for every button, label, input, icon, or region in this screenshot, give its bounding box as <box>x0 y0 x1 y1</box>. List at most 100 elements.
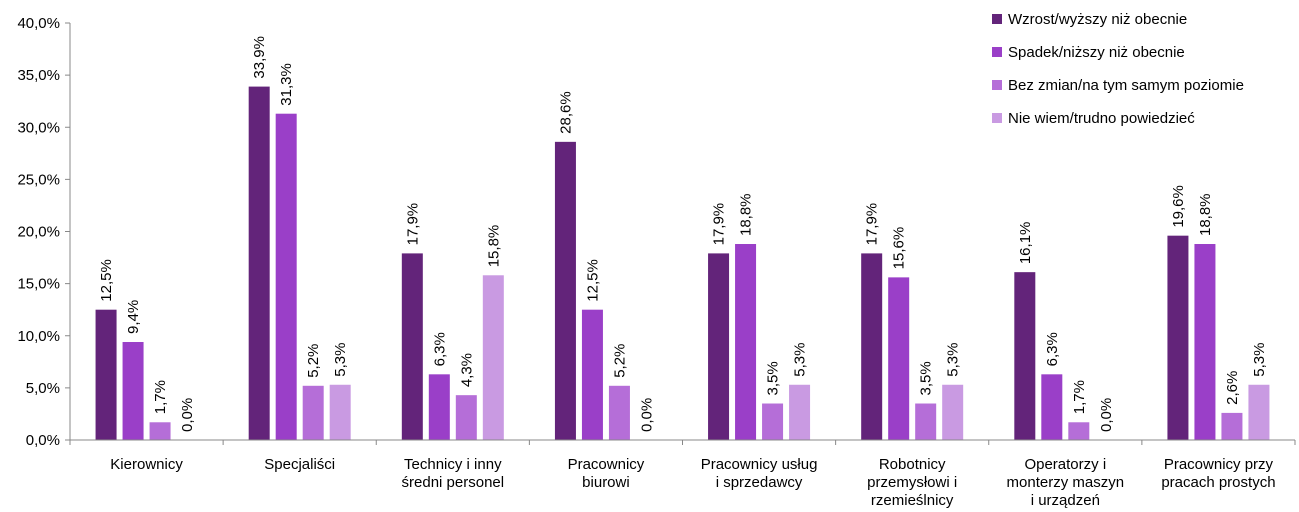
data-label: 5,2% <box>611 344 628 378</box>
legend-swatch <box>992 80 1002 90</box>
y-axis: 0,0% 5,0% 10,0% 15,0% 20,0% 25,0% 30,0% 35,0% 40… <box>17 15 71 449</box>
bar <box>789 384 811 440</box>
x-tick-label: i sprzedawcy <box>716 474 803 491</box>
data-label: 19,6% <box>1170 185 1187 228</box>
bar <box>1194 244 1216 440</box>
bar <box>1014 272 1036 440</box>
y-tick-label: 5,0% <box>26 380 60 397</box>
bar <box>581 309 603 440</box>
bar <box>482 275 504 440</box>
y-tick-label: 0,0% <box>26 432 60 449</box>
data-label: 5,3% <box>332 343 349 377</box>
data-label: 1,7% <box>1071 380 1088 414</box>
y-tick-label: 10,0% <box>17 328 60 345</box>
x-tick-label: Technicy i inny <box>404 456 502 473</box>
bar <box>1068 422 1090 440</box>
legend-label: Nie wiem/trudno powiedzieć <box>1008 110 1195 127</box>
data-label: 0,0% <box>1098 398 1115 432</box>
data-label: 12,5% <box>584 259 601 302</box>
bars <box>95 86 1270 440</box>
data-label: 6,3% <box>431 332 448 366</box>
bar <box>455 395 477 440</box>
data-label: 15,8% <box>485 225 502 268</box>
y-tick-label: 20,0% <box>17 224 60 241</box>
x-tick-label: Robotnicy <box>879 456 946 473</box>
x-tick-label: pracach prostych <box>1161 474 1275 491</box>
data-label: 3,5% <box>918 361 935 395</box>
bar <box>1041 374 1063 440</box>
bar <box>942 384 964 440</box>
y-tick-label: 25,0% <box>17 171 60 188</box>
data-label: 3,5% <box>765 361 782 395</box>
x-tick-label: Kierownicy <box>110 456 183 473</box>
data-label: 33,9% <box>251 36 268 79</box>
data-label: 18,8% <box>738 193 755 236</box>
x-tick-label: biurowi <box>582 474 630 491</box>
data-label: 4,3% <box>458 353 475 387</box>
bar <box>275 113 297 440</box>
data-label: 5,3% <box>792 343 809 377</box>
legend: Wzrost/wyższy niż obecnie Spadek/niższy n… <box>992 11 1244 127</box>
data-label: 5,3% <box>945 343 962 377</box>
bar <box>554 141 576 440</box>
bar <box>95 309 117 440</box>
data-label: 31,3% <box>278 63 295 106</box>
bar <box>401 253 423 440</box>
x-tick-label: rzemieślnicy <box>871 492 954 509</box>
data-label: 17,9% <box>864 203 881 246</box>
y-tick-label: 15,0% <box>17 276 60 293</box>
data-label: 28,6% <box>557 91 574 134</box>
data-label: 9,4% <box>125 300 142 334</box>
y-tick-label: 40,0% <box>17 15 60 32</box>
legend-swatch <box>992 14 1002 24</box>
data-labels: 12,5% 9,4% 1,7% 0,0% 33,9% 31,3% 5,2% 5,3% 17,9%… <box>98 36 1268 432</box>
data-label: 2,6% <box>1224 371 1241 405</box>
legend-swatch <box>992 113 1002 123</box>
bar <box>888 277 910 440</box>
x-axis: Kierownicy Specjaliści Technicy i innyśred… <box>69 439 1296 509</box>
x-tick-label: Operatorzy i <box>1024 456 1106 473</box>
x-tick-label: Pracownicy przy <box>1164 456 1274 473</box>
bar <box>329 384 351 440</box>
bar <box>1248 384 1270 440</box>
x-tick-label: Pracownicy <box>568 456 645 473</box>
data-label: 12,5% <box>98 259 115 302</box>
x-tick-label: i urządzeń <box>1031 492 1100 509</box>
bar <box>708 253 730 440</box>
legend-label: Bez zmian/na tym samym poziomie <box>1008 77 1244 94</box>
data-label: 15,6% <box>891 227 908 270</box>
data-label: 18,8% <box>1197 193 1214 236</box>
data-label: 0,0% <box>179 398 196 432</box>
legend-label: Spadek/niższy niż obecnie <box>1008 44 1185 61</box>
bar <box>1167 235 1189 440</box>
x-tick-label: przemysłowi i <box>867 474 957 491</box>
bar <box>735 244 757 440</box>
bar <box>428 374 450 440</box>
data-label: 17,9% <box>711 203 728 246</box>
data-label: 17,9% <box>404 203 421 246</box>
bar <box>122 342 144 440</box>
bar <box>762 403 784 440</box>
data-label: 16,1% <box>1017 222 1034 265</box>
data-label: 5,3% <box>1251 343 1268 377</box>
y-tick-label: 35,0% <box>17 67 60 84</box>
x-tick-label: Specjaliści <box>264 456 335 473</box>
legend-swatch <box>992 47 1002 57</box>
x-tick-label: średni personel <box>402 474 505 491</box>
legend-label: Wzrost/wyższy niż obecnie <box>1008 11 1187 28</box>
bar <box>149 422 171 440</box>
data-label: 6,3% <box>1044 332 1061 366</box>
x-tick-label: Pracownicy usług <box>701 456 818 473</box>
bar <box>302 385 324 440</box>
x-tick-label: monterzy maszyn <box>1007 474 1125 491</box>
data-label: 5,2% <box>305 344 322 378</box>
data-label: 0,0% <box>638 398 655 432</box>
bar <box>861 253 883 440</box>
y-tick-label: 30,0% <box>17 119 60 136</box>
bar <box>1221 412 1243 440</box>
data-label: 1,7% <box>152 380 169 414</box>
bar <box>248 86 270 440</box>
bar <box>608 385 630 440</box>
bar <box>915 403 937 440</box>
